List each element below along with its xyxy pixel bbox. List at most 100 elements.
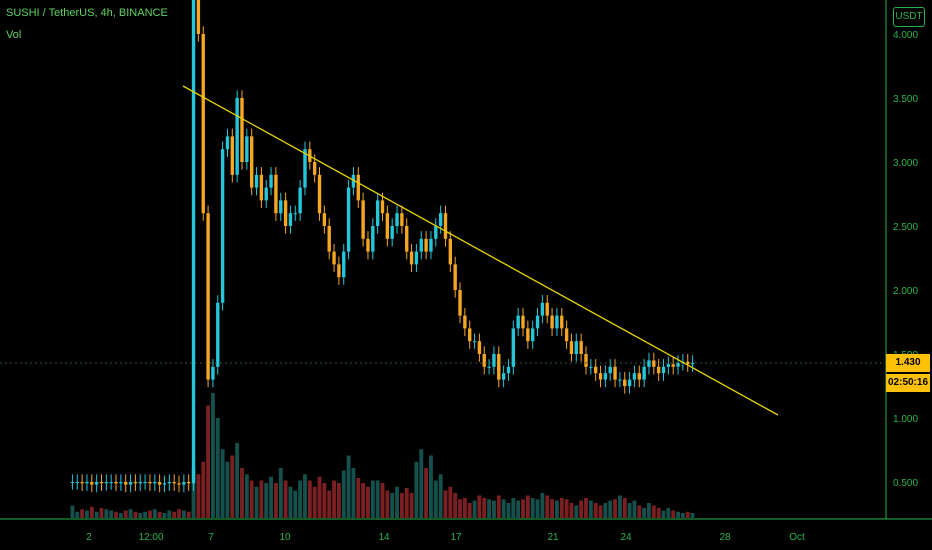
- volume-bar: [210, 393, 215, 518]
- volume-bar: [109, 510, 114, 518]
- volume-bar: [123, 510, 128, 518]
- candle-body: [245, 136, 249, 162]
- candle-body: [569, 341, 574, 354]
- candle-body: [671, 364, 675, 367]
- candle-body: [501, 373, 506, 380]
- candle-body: [342, 251, 346, 278]
- candle-body: [656, 366, 661, 374]
- candle-body: [608, 366, 612, 374]
- volume-bar: [656, 508, 661, 518]
- candle-body: [613, 366, 617, 380]
- volume-bar: [627, 503, 632, 518]
- volume-bar: [346, 455, 351, 518]
- volume-bar: [584, 498, 588, 518]
- volume-bar: [80, 509, 85, 518]
- volume-bar: [608, 500, 613, 518]
- candle-body: [400, 213, 404, 226]
- volume-bar: [312, 486, 317, 518]
- x-tick-label: 24: [620, 532, 632, 543]
- volume-bar: [138, 513, 143, 518]
- volume-bar: [676, 511, 680, 518]
- volume-bar: [94, 511, 99, 518]
- volume-bar: [501, 499, 506, 518]
- volume-bar: [414, 461, 419, 518]
- volume-bars: [70, 393, 695, 518]
- volume-bar: [443, 490, 448, 518]
- volume-bar: [506, 503, 511, 518]
- volume-bar: [152, 509, 157, 518]
- candle-body: [317, 174, 322, 214]
- trendline: [182, 85, 779, 416]
- volume-bar: [89, 506, 94, 518]
- volume-bar: [293, 490, 298, 518]
- volume-bar: [550, 499, 555, 518]
- candle-body: [487, 366, 491, 368]
- candle-body: [351, 174, 356, 188]
- volume-bar: [419, 449, 424, 518]
- volume-bar: [458, 499, 462, 518]
- candle-body: [686, 361, 690, 365]
- volume-bar: [603, 503, 608, 518]
- candle-body: [530, 328, 535, 342]
- volume-bar: [341, 470, 346, 518]
- currency-unit-badge[interactable]: USDT: [893, 7, 925, 27]
- volume-bar: [254, 486, 259, 518]
- volume-bar: [540, 493, 545, 518]
- candle-body: [511, 328, 516, 367]
- candle-body: [652, 360, 656, 367]
- volume-bar: [404, 488, 409, 518]
- volume-bar: [666, 508, 671, 518]
- volume-bar: [172, 511, 177, 518]
- volume-bar: [191, 468, 196, 518]
- volume-bar: [395, 486, 399, 518]
- volume-bar: [569, 503, 574, 518]
- volume-bar: [491, 500, 496, 518]
- candle-body: [182, 482, 186, 485]
- candle-body: [361, 200, 365, 239]
- y-tick-label: 3.500: [893, 94, 918, 105]
- candle-body: [555, 315, 559, 329]
- y-tick-label: 0.500: [893, 478, 918, 489]
- volume-bar: [680, 513, 685, 518]
- volume-bar: [496, 495, 501, 518]
- volume-bar: [487, 499, 492, 518]
- candle-body: [690, 362, 695, 365]
- last-price-box: 1.430: [886, 354, 930, 372]
- volume-label: Vol: [6, 29, 22, 41]
- candle-body: [448, 238, 453, 265]
- candle-body: [172, 482, 176, 484]
- volume-bar: [351, 468, 356, 518]
- volume-bar: [240, 468, 244, 518]
- y-tick-label: 1.000: [893, 414, 918, 425]
- x-tick-label: Oct: [789, 532, 805, 543]
- candle-body: [540, 302, 545, 316]
- volume-bar: [511, 498, 516, 518]
- volume-bar: [574, 505, 579, 518]
- volume-bar: [167, 510, 172, 518]
- volume-bar: [85, 510, 89, 518]
- candle-body: [225, 136, 230, 150]
- candle-body: [187, 482, 191, 484]
- volume-bar: [399, 493, 404, 518]
- candle-body: [497, 354, 501, 380]
- candle-body: [545, 302, 549, 316]
- volume-bar: [283, 480, 288, 518]
- candle-body: [114, 482, 118, 484]
- candle-body: [598, 373, 603, 380]
- volume-bar: [579, 500, 584, 518]
- volume-bar: [559, 498, 564, 518]
- candle-body: [550, 315, 554, 329]
- candle-body: [356, 174, 360, 201]
- candle-body: [472, 341, 477, 343]
- volume-bar: [327, 490, 332, 518]
- candle-body: [274, 174, 278, 214]
- candle-body: [405, 226, 409, 252]
- candle-body: [269, 174, 273, 188]
- volume-bar: [448, 486, 453, 518]
- candle-body: [564, 328, 569, 342]
- x-tick-label: 12:00: [138, 532, 163, 543]
- candle-body: [647, 360, 651, 367]
- volume-bar: [642, 508, 647, 518]
- volume-bar: [118, 513, 123, 518]
